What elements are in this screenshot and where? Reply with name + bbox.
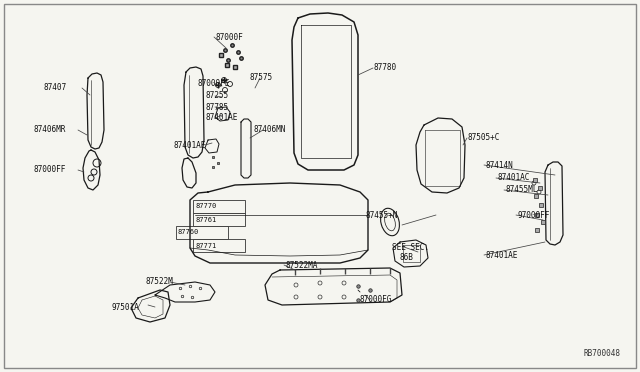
Text: 87414N: 87414N xyxy=(486,160,514,170)
Bar xyxy=(193,200,245,213)
Text: RB700048: RB700048 xyxy=(583,349,620,358)
Text: SEE SEC.: SEE SEC. xyxy=(392,243,429,251)
Text: 87455ML: 87455ML xyxy=(506,186,538,195)
Text: 87000FF: 87000FF xyxy=(34,166,67,174)
Text: 87000F: 87000F xyxy=(216,32,244,42)
Text: 97501A: 97501A xyxy=(112,302,140,311)
Text: 87575: 87575 xyxy=(250,74,273,83)
Text: 87760: 87760 xyxy=(178,230,199,235)
Text: 87406MR: 87406MR xyxy=(34,125,67,135)
Text: 87000FE: 87000FE xyxy=(198,80,230,89)
Text: 87771: 87771 xyxy=(195,243,216,248)
Text: 87780: 87780 xyxy=(374,64,397,73)
Text: 86B: 86B xyxy=(400,253,414,263)
Text: 87505+C: 87505+C xyxy=(468,134,500,142)
Text: 87255: 87255 xyxy=(205,92,228,100)
Bar xyxy=(176,226,228,239)
Text: 87770: 87770 xyxy=(195,203,216,209)
Text: 87401AE: 87401AE xyxy=(486,250,518,260)
Text: 87401AE: 87401AE xyxy=(205,113,237,122)
Text: 87401AC: 87401AC xyxy=(498,173,531,183)
Text: 87401AE: 87401AE xyxy=(174,141,206,150)
Text: 97000FF: 97000FF xyxy=(518,211,550,219)
Text: 87406MN: 87406MN xyxy=(253,125,285,135)
Text: 87000FG: 87000FG xyxy=(360,295,392,305)
Text: 87455+N: 87455+N xyxy=(365,211,397,219)
Text: 87522MA: 87522MA xyxy=(286,260,318,269)
Text: 87522M: 87522M xyxy=(146,278,173,286)
Bar xyxy=(193,213,245,226)
Text: 87407: 87407 xyxy=(44,83,67,93)
Text: 87785: 87785 xyxy=(205,103,228,112)
Bar xyxy=(193,239,245,252)
Text: 87761: 87761 xyxy=(195,217,216,222)
